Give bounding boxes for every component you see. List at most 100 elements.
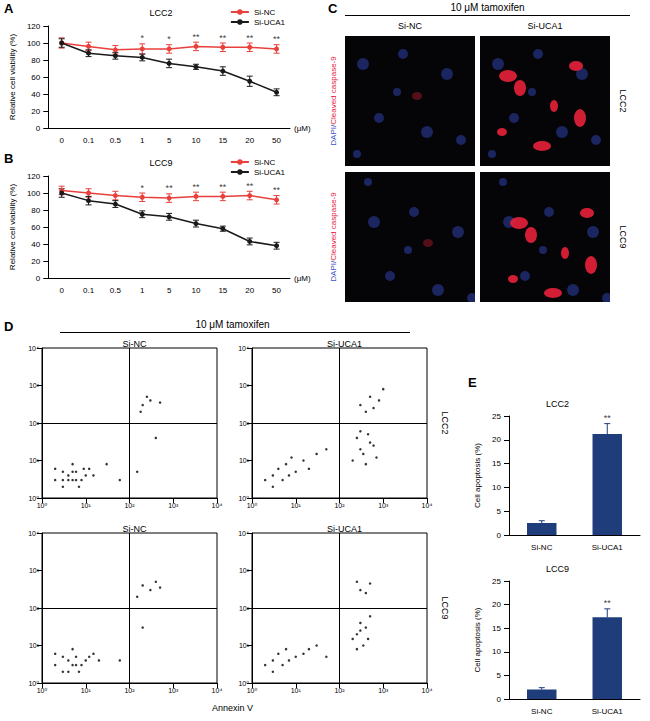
svg-text:10³: 10³ <box>29 382 40 389</box>
svg-text:Si-UCA1: Si-UCA1 <box>592 543 624 552</box>
svg-text:**: ** <box>246 181 254 191</box>
svg-text:10³: 10³ <box>239 382 250 389</box>
svg-text:LCC9: LCC9 <box>546 564 569 574</box>
svg-text:5: 5 <box>167 136 172 145</box>
svg-text:Si-UCA1: Si-UCA1 <box>327 524 362 534</box>
svg-text:10⁴: 10⁴ <box>238 345 249 352</box>
svg-text:0: 0 <box>36 274 41 283</box>
svg-text:20: 20 <box>31 107 40 116</box>
svg-text:40: 40 <box>31 90 40 99</box>
svg-text:10: 10 <box>192 136 201 145</box>
svg-text:10¹: 10¹ <box>29 457 40 464</box>
svg-text:**: ** <box>192 32 200 42</box>
svg-text:**: ** <box>166 183 174 193</box>
svg-text:100: 100 <box>27 189 41 198</box>
svg-text:10³: 10³ <box>378 687 389 694</box>
svg-text:10³: 10³ <box>168 502 179 509</box>
svg-text:Si-NC: Si-NC <box>254 8 276 17</box>
svg-text:5: 5 <box>167 286 172 295</box>
svg-text:*: * <box>167 34 171 44</box>
svg-text:**: ** <box>604 413 612 423</box>
svg-text:10⁴: 10⁴ <box>212 502 223 509</box>
svg-text:50: 50 <box>272 136 281 145</box>
svg-text:20: 20 <box>245 286 254 295</box>
svg-text:10⁰: 10⁰ <box>28 680 39 687</box>
svg-text:10: 10 <box>492 647 501 656</box>
svg-text:Si-UCA1: Si-UCA1 <box>254 18 286 27</box>
svg-text:120: 120 <box>27 22 41 31</box>
svg-text:20: 20 <box>31 257 40 266</box>
svg-text:*: * <box>141 33 145 43</box>
svg-text:10⁴: 10⁴ <box>238 530 249 537</box>
svg-text:80: 80 <box>31 206 40 215</box>
svg-text:15: 15 <box>492 624 501 633</box>
svg-text:10¹: 10¹ <box>291 502 302 509</box>
svg-text:Si-UCA1: Si-UCA1 <box>592 707 624 716</box>
svg-text:10⁰: 10⁰ <box>247 687 258 694</box>
svg-text:Si-UCA1: Si-UCA1 <box>327 339 362 349</box>
svg-text:0: 0 <box>59 136 64 145</box>
svg-text:LCC9: LCC9 <box>149 158 172 168</box>
svg-text:100: 100 <box>27 39 41 48</box>
svg-text:20: 20 <box>492 600 501 609</box>
svg-text:**: ** <box>219 182 227 192</box>
svg-text:Cell apoptosis (%): Cell apoptosis (%) <box>473 607 482 672</box>
svg-text:60: 60 <box>31 73 40 82</box>
svg-text:10⁰: 10⁰ <box>37 502 48 509</box>
svg-text:**: ** <box>192 182 200 192</box>
svg-text:**: ** <box>273 34 281 44</box>
svg-text:10¹: 10¹ <box>81 687 92 694</box>
svg-text:**: ** <box>219 33 227 43</box>
svg-text:*: * <box>141 183 145 193</box>
svg-text:LCC2: LCC2 <box>149 8 172 18</box>
svg-text:**: ** <box>273 185 281 195</box>
svg-text:10¹: 10¹ <box>291 687 302 694</box>
svg-text:15: 15 <box>218 136 227 145</box>
svg-text:80: 80 <box>31 56 40 65</box>
svg-text:(μM): (μM) <box>294 124 311 133</box>
svg-text:Relative cell viability (%): Relative cell viability (%) <box>8 184 17 271</box>
svg-text:0: 0 <box>497 695 502 704</box>
svg-text:15: 15 <box>218 286 227 295</box>
svg-text:(μM): (μM) <box>294 274 311 283</box>
svg-text:10¹: 10¹ <box>239 642 250 649</box>
svg-text:0.5: 0.5 <box>110 286 122 295</box>
svg-text:25: 25 <box>492 412 501 421</box>
svg-text:20: 20 <box>245 136 254 145</box>
svg-text:5: 5 <box>497 671 502 680</box>
svg-text:10⁴: 10⁴ <box>28 530 39 537</box>
svg-text:10⁴: 10⁴ <box>422 502 433 509</box>
svg-text:0: 0 <box>36 124 41 133</box>
svg-text:Si-UCA1: Si-UCA1 <box>254 168 286 177</box>
svg-text:Si-NC: Si-NC <box>123 339 147 349</box>
svg-text:10²: 10² <box>29 605 40 612</box>
svg-text:10⁴: 10⁴ <box>212 687 223 694</box>
svg-text:0.5: 0.5 <box>110 136 122 145</box>
svg-text:10: 10 <box>492 483 501 492</box>
svg-text:10²: 10² <box>124 502 135 509</box>
svg-text:50: 50 <box>272 286 281 295</box>
svg-text:10⁰: 10⁰ <box>247 502 258 509</box>
svg-text:Si-NC: Si-NC <box>531 707 553 716</box>
svg-text:0: 0 <box>59 286 64 295</box>
svg-text:15: 15 <box>492 459 501 468</box>
svg-text:10⁰: 10⁰ <box>37 687 48 694</box>
svg-text:Relative cell viability (%): Relative cell viability (%) <box>8 34 17 121</box>
svg-text:**: ** <box>604 598 612 608</box>
svg-text:10²: 10² <box>29 420 40 427</box>
svg-text:1: 1 <box>140 286 145 295</box>
svg-text:10¹: 10¹ <box>239 457 250 464</box>
svg-text:10²: 10² <box>124 687 135 694</box>
svg-text:10²: 10² <box>334 687 345 694</box>
svg-text:10³: 10³ <box>378 502 389 509</box>
svg-text:0.1: 0.1 <box>83 136 95 145</box>
svg-text:60: 60 <box>31 223 40 232</box>
svg-text:LCC2: LCC2 <box>546 399 569 409</box>
svg-text:1: 1 <box>140 136 145 145</box>
svg-text:10: 10 <box>192 286 201 295</box>
svg-text:Si-NC: Si-NC <box>254 158 276 167</box>
svg-text:10¹: 10¹ <box>81 502 92 509</box>
svg-text:10³: 10³ <box>29 567 40 574</box>
svg-text:10¹: 10¹ <box>29 642 40 649</box>
svg-text:120: 120 <box>27 172 41 181</box>
